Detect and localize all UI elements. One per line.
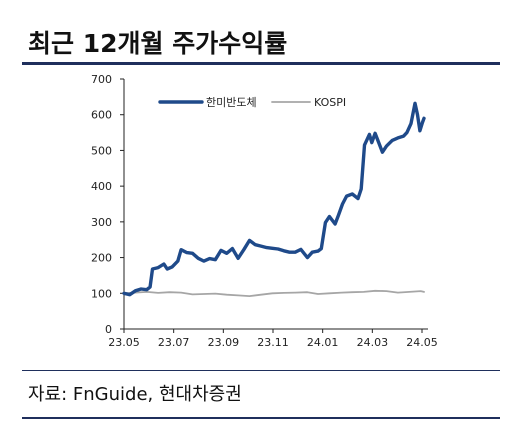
x-tick-label: 23.05 xyxy=(108,336,140,349)
y-tick-label: 500 xyxy=(91,144,112,157)
legend-label: KOSPI xyxy=(314,96,346,109)
y-tick-label: 700 xyxy=(91,73,112,86)
x-tick-label: 23.09 xyxy=(208,336,240,349)
y-tick-label: 600 xyxy=(91,109,112,122)
x-tick-label: 23.11 xyxy=(257,336,289,349)
series-line-kospi xyxy=(123,289,425,297)
y-tick-label: 400 xyxy=(91,180,112,193)
y-tick-label: 100 xyxy=(91,287,112,300)
legend: 한미반도체 KOSPI xyxy=(158,96,346,109)
legend-label: 한미반도체 xyxy=(206,96,257,109)
x-tick-label: 23.07 xyxy=(158,336,190,349)
y-axis: 0 100 200 300 400 500 600 700 xyxy=(91,73,125,336)
x-axis: 23.05 23.07 23.09 23.11 24.01 24.03 24.05 xyxy=(108,328,438,349)
series-layer xyxy=(122,101,426,297)
x-tick-label: 24.01 xyxy=(307,336,339,349)
y-tick-label: 300 xyxy=(91,216,112,229)
source-note: 자료: FnGuide, 현대차증권 xyxy=(28,384,242,405)
title-bar: 최근 12개월 주가수익률 xyxy=(22,10,500,65)
y-tick-label: 200 xyxy=(91,252,112,265)
y-tick-label: 0 xyxy=(105,323,112,336)
source-bar: 자료: FnGuide, 현대차증권 xyxy=(22,370,500,419)
x-tick-label: 24.03 xyxy=(357,336,389,349)
x-tick-label: 24.05 xyxy=(406,336,438,349)
chart-title: 최근 12개월 주가수익률 xyxy=(28,29,288,58)
series-line-hanmi xyxy=(122,101,426,297)
